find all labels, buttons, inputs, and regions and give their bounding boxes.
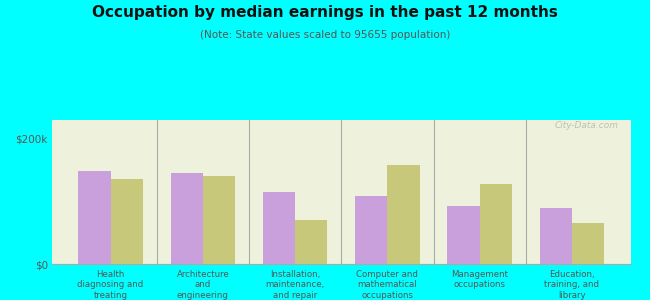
Bar <box>540 208 572 264</box>
Bar <box>170 173 203 264</box>
Text: (Note: State values scaled to 95655 population): (Note: State values scaled to 95655 popu… <box>200 30 450 40</box>
Text: Occupation by median earnings in the past 12 months: Occupation by median earnings in the pas… <box>92 4 558 20</box>
Bar <box>480 184 512 264</box>
Bar <box>78 171 111 264</box>
Bar <box>111 179 143 264</box>
Bar <box>447 206 480 264</box>
Bar <box>572 223 604 264</box>
Bar <box>203 176 235 264</box>
Text: City-Data.com: City-Data.com <box>555 122 619 130</box>
Bar <box>355 196 387 264</box>
Bar <box>263 192 295 264</box>
Bar <box>295 220 328 264</box>
Bar <box>387 165 420 264</box>
